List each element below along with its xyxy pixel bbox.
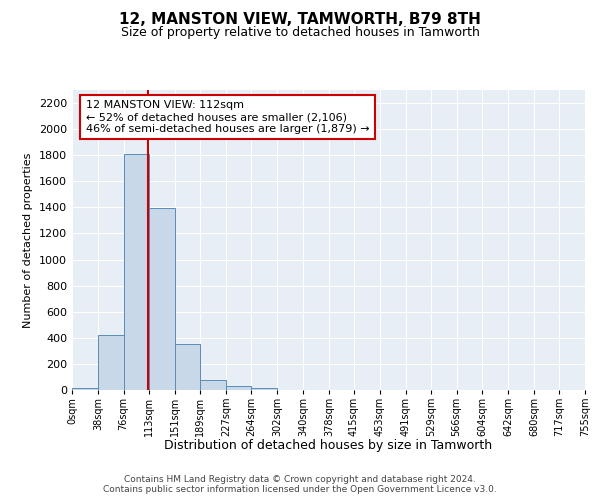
Text: Contains HM Land Registry data © Crown copyright and database right 2024.
Contai: Contains HM Land Registry data © Crown c… xyxy=(103,474,497,494)
Bar xyxy=(251,388,277,390)
Bar xyxy=(226,386,251,390)
Y-axis label: Number of detached properties: Number of detached properties xyxy=(23,152,34,328)
X-axis label: Distribution of detached houses by size in Tamworth: Distribution of detached houses by size … xyxy=(164,439,493,452)
Text: Size of property relative to detached houses in Tamworth: Size of property relative to detached ho… xyxy=(121,26,479,39)
Text: 12 MANSTON VIEW: 112sqm
← 52% of detached houses are smaller (2,106)
46% of semi: 12 MANSTON VIEW: 112sqm ← 52% of detache… xyxy=(86,100,369,134)
Bar xyxy=(175,344,200,390)
Bar xyxy=(124,154,149,390)
Bar xyxy=(149,208,175,390)
Bar xyxy=(72,388,98,390)
Bar xyxy=(200,380,226,390)
Text: 12, MANSTON VIEW, TAMWORTH, B79 8TH: 12, MANSTON VIEW, TAMWORTH, B79 8TH xyxy=(119,12,481,28)
Bar xyxy=(98,334,124,390)
